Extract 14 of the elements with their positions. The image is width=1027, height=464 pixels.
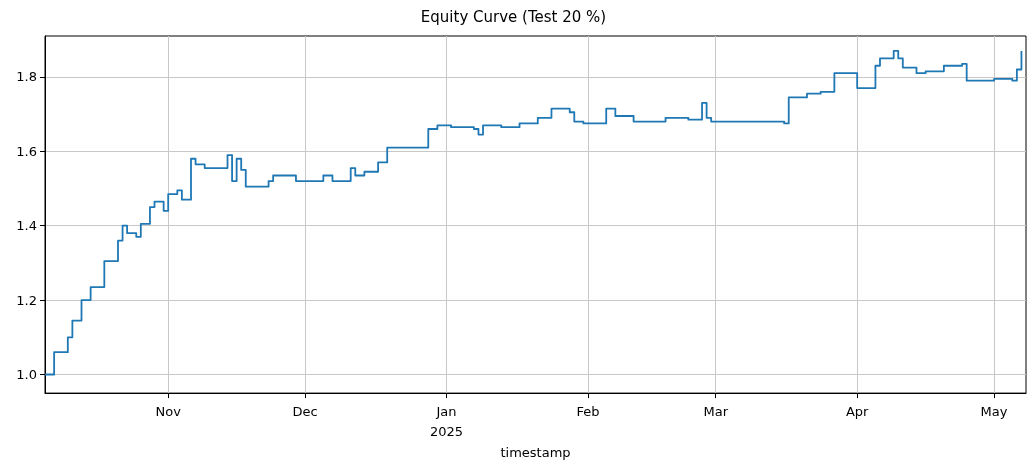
- x-tick-label: Jan 2025: [429, 403, 464, 439]
- x-tick-label: Feb: [576, 403, 600, 419]
- chart-title: Equity Curve (Test 20 %): [420, 7, 607, 26]
- x-tick-label: Mar: [703, 403, 729, 419]
- x-tick-label: Apr: [845, 403, 870, 419]
- y-tick-label: 1.0: [16, 367, 37, 382]
- y-tick-label: 1.6: [16, 143, 37, 159]
- x-tick-label: Dec: [292, 403, 318, 419]
- y-tick-label: 1.2: [16, 292, 37, 308]
- y-tick-label: 1.4: [16, 218, 37, 234]
- y-tick-label: 1.8: [16, 69, 37, 85]
- x-axis-title: timestamp: [500, 445, 571, 460]
- x-tick-label: May: [980, 403, 1008, 419]
- x-tick-label: Nov: [155, 403, 182, 419]
